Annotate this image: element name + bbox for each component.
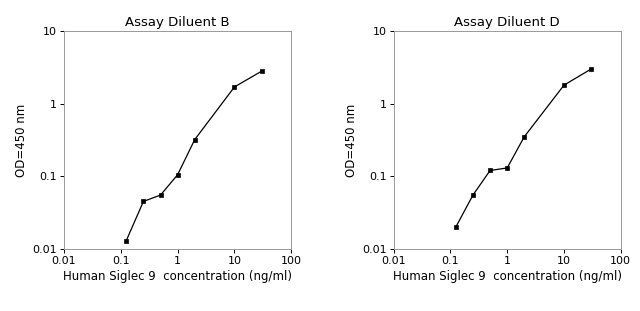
X-axis label: Human Siglec 9  concentration (ng/ml): Human Siglec 9 concentration (ng/ml)	[63, 270, 292, 283]
Y-axis label: OD=450 nm: OD=450 nm	[345, 103, 358, 177]
Title: Assay Diluent D: Assay Diluent D	[454, 16, 560, 29]
Y-axis label: OD=450 nm: OD=450 nm	[15, 103, 28, 177]
Title: Assay Diluent B: Assay Diluent B	[125, 16, 230, 29]
X-axis label: Human Siglec 9  concentration (ng/ml): Human Siglec 9 concentration (ng/ml)	[393, 270, 621, 283]
